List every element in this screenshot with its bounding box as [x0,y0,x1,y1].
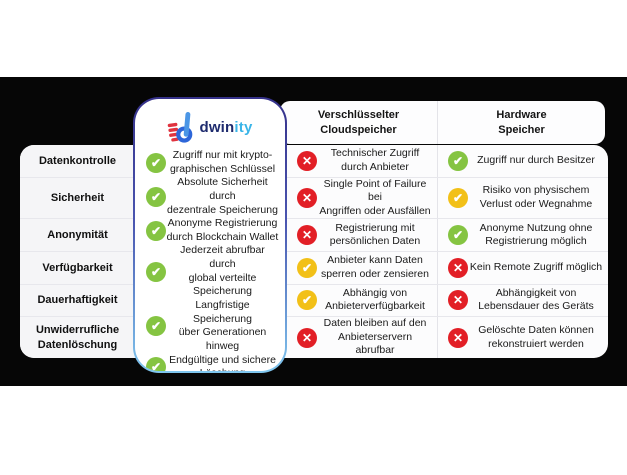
table-row: Dauerhaftigkeit ✔ Abhängig von Anbieterv… [20,284,608,318]
hardware-cell: ✔ Risiko von physischem Verlust oder Weg… [438,178,608,219]
criterion-label: Dauerhaftigkeit [20,284,135,317]
status-icon: ✔ [448,187,468,208]
cloud-cell-text: Anbieter kann Daten sperren oder zensier… [321,254,429,280]
cloud-header-line1: Verschlüsselter [317,108,400,121]
hardware-cell: ✔ Anonyme Nutzung ohne Registrierung mög… [438,219,608,251]
dwinity-cell-text: Anonyme Registrierung durch Blockchain W… [166,217,279,243]
status-icon: ✕ [297,327,317,348]
status-icon: ✔ [297,257,317,278]
hardware-cell: ✕ Kein Remote Zugriff möglich [438,252,608,284]
status-icon: ✔ [146,261,166,282]
cloud-cell-text: Abhängig von Anbieterverfügbarkeit [325,286,425,313]
criterion-label: Unwiderrufliche Datenlöschung [20,317,135,358]
hardware-header-line2: Speicher [498,123,545,136]
criterion-label: Datenkontrolle [20,145,135,177]
criterion-label: Sicherheit [20,177,135,219]
status-icon: ✕ [448,290,468,311]
hardware-cell-text: Anonyme Nutzung ohne Registrierung mögli… [479,221,593,248]
table-row: Anonymität ✕ Registrierung mit persönlic… [20,219,608,252]
dwinity-column-card: dwinity ✔ Zugriff nur mit krypto- graphi… [133,97,287,373]
status-icon: ✕ [297,187,317,208]
hardware-cell-text: Risiko von physischem Verlust oder Wegna… [479,184,593,210]
criterion-label: Anonymität [20,219,135,251]
comparison-table: Datenkontrolle ✕ Technischer Zugriff dur… [20,145,608,358]
hardware-cell-text: Abhängigkeit von Lebensdauer des Geräts [478,286,594,313]
column-header-hardware: Hardware Speicher [438,101,605,144]
cloud-cell: ✔ Abhängig von Anbieterverfügbarkeit [287,284,438,317]
table-row: Datenkontrolle ✕ Technischer Zugriff dur… [20,145,608,178]
cloud-header-line2: Cloudspeicher [320,123,397,136]
hardware-header-line1: Hardware [496,108,547,121]
dwinity-cell: ✔ Zugriff nur mit krypto- graphischen Sc… [135,149,285,176]
criterion-label: Verfügbarkeit [20,252,135,284]
dwinity-logo-text: dwinity [199,118,253,136]
status-icon: ✔ [146,316,166,337]
dwinity-cell-text: Langfristige Speicherung über Generation… [178,299,267,352]
cloud-cell: ✕ Technischer Zugriff durch Anbieter [287,145,438,177]
hardware-cell-text: Zugriff nur durch Besitzer [477,153,595,166]
cloud-cell: ✕ Registrierung mit persönlichen Daten [287,219,438,251]
status-icon: ✔ [146,186,166,207]
cloud-cell-text: Technischer Zugriff durch Anbieter [330,147,420,173]
status-icon: ✔ [448,225,468,246]
table-row: Sicherheit ✕ Single Point of Failure bei… [20,177,608,220]
status-icon: ✕ [297,150,317,171]
column-header-cloud: Verschlüsselter Cloudspeicher [280,101,438,144]
dwinity-cell-text: Zugriff nur mit krypto- graphischen Schl… [169,149,276,175]
dwinity-cell-text: Endgültige und sichere Löschung [169,353,276,371]
hardware-cell: ✕ Gelöschte Daten können rekonstruiert w… [438,317,608,358]
dwinity-cell: ✔ Endgültige und sichere Löschung [135,354,285,371]
status-icon: ✕ [448,257,468,278]
status-icon: ✔ [448,150,468,171]
cloud-cell: ✕ Daten bleiben auf den Anbieterservern … [287,317,438,358]
table-row: Verfügbarkeit ✔ Anbieter kann Daten sper… [20,252,608,285]
hardware-cell: ✕ Abhängigkeit von Lebensdauer des Gerät… [438,285,608,317]
hardware-cell-text: Kein Remote Zugriff möglich [469,260,603,273]
cloud-cell: ✔ Anbieter kann Daten sperren oder zensi… [287,252,438,284]
cloud-cell-text: Daten bleiben auf den Anbieterservern ab… [323,317,427,357]
dwinity-logo: dwinity [135,99,285,149]
dwinity-cell: ✔ Jederzeit abrufbar durch global vertei… [135,244,285,299]
dwinity-cell-text: Absolute Sicherheit durch dezentrale Spe… [167,176,278,216]
status-icon: ✕ [297,225,317,246]
status-icon: ✔ [146,152,166,173]
column-headers: Verschlüsselter Cloudspeicher Hardware S… [280,101,605,144]
hardware-cell: ✔ Zugriff nur durch Besitzer [438,145,608,177]
cloud-cell-text: Single Point of Failure bei Angriffen od… [319,177,431,217]
hardware-cell-text: Gelöschte Daten können rekonstruiert wer… [478,323,594,350]
dwinity-cell: ✔ Absolute Sicherheit durch dezentrale S… [135,176,285,217]
status-icon: ✔ [146,220,166,241]
dwinity-rows: ✔ Zugriff nur mit krypto- graphischen Sc… [135,149,285,371]
cloud-cell: ✕ Single Point of Failure bei Angriffen … [287,177,438,219]
status-icon: ✔ [146,357,166,371]
dwinity-logo-icon [168,112,193,143]
dwinity-cell: ✔ Langfristige Speicherung über Generati… [135,299,285,354]
table-row: Unwiderrufliche Datenlöschung ✕ Daten bl… [20,317,608,358]
dwinity-cell: ✔ Anonyme Registrierung durch Blockchain… [135,217,285,244]
cloud-cell-text: Registrierung mit persönlichen Daten [329,221,421,248]
dwinity-cell-text: Jederzeit abrufbar durch global verteilt… [180,244,265,298]
status-icon: ✔ [297,290,317,311]
status-icon: ✕ [448,327,468,348]
